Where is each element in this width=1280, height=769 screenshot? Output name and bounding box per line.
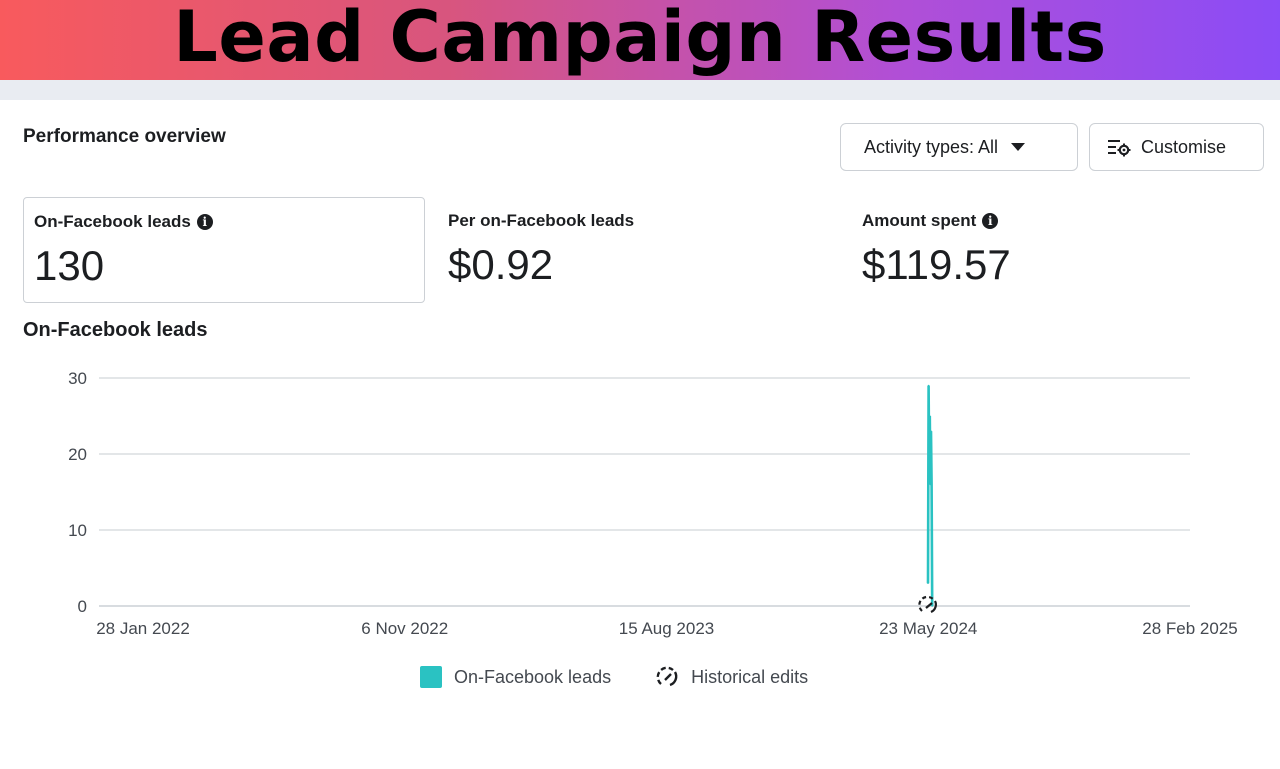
legend-edits-label: Historical edits (691, 666, 809, 687)
activity-types-dropdown[interactable]: Activity types: All (840, 123, 1078, 171)
x-tick-label: 23 May 2024 (879, 619, 977, 638)
banner-title: Lead Campaign Results (173, 0, 1107, 78)
customise-button[interactable]: Customise (1089, 123, 1264, 171)
page-title: Performance overview (23, 126, 226, 147)
historical-edits-icon (655, 666, 681, 688)
legend-swatch (420, 666, 442, 688)
metric-card-leads[interactable]: On-Facebook leads i 130 (23, 197, 425, 303)
y-tick-label: 30 (68, 369, 87, 388)
series-line (926, 385, 934, 607)
leads-chart: 0 10 20 30 28 Jan 2022 6 Nov 2022 15 Aug 2023 2… (68, 369, 1238, 638)
data-point (931, 605, 933, 607)
customise-label: Customise (1141, 136, 1227, 157)
x-tick-label: 28 Jan 2022 (96, 619, 190, 638)
data-point (927, 384, 930, 387)
customise-settings-icon (1107, 137, 1131, 157)
metric-card-amount-spent[interactable]: Amount spent i $119.57 (852, 197, 1232, 303)
y-tick-label: 10 (68, 521, 87, 540)
x-tick-label: 15 Aug 2023 (619, 619, 714, 638)
caret-down-icon (1011, 143, 1026, 151)
info-icon[interactable]: i (982, 213, 999, 229)
legend-leads-label: On-Facebook leads (454, 666, 612, 687)
metric-cpl-label: Per on-Facebook leads (448, 211, 635, 230)
activity-types-label: Activity types: All (864, 136, 999, 157)
y-tick-label: 20 (68, 445, 87, 464)
metric-spent-label: Amount spent (862, 211, 977, 230)
data-point (928, 468, 930, 470)
x-tick-label: 28 Feb 2025 (1142, 619, 1237, 638)
y-tick-label: 0 (78, 597, 87, 616)
data-point (929, 483, 932, 486)
metric-leads-label-row: On-Facebook leads i (34, 212, 213, 232)
historical-edit-marker[interactable] (918, 595, 937, 614)
performance-panel: Performance overview Activity types: All… (0, 100, 1280, 769)
legend-item-leads[interactable]: On-Facebook leads (420, 666, 611, 688)
metric-spent-label-row: Amount spent i (862, 211, 999, 231)
metric-leads-value: 130 (34, 242, 105, 289)
chart-title: On-Facebook leads (23, 319, 208, 341)
data-point (927, 582, 929, 584)
top-strip (0, 80, 1280, 100)
banner: Lead Campaign Results (0, 0, 1280, 80)
metric-leads-label: On-Facebook leads (34, 212, 191, 231)
chart-legend: On-Facebook leads Historical edits (420, 666, 808, 688)
x-tick-label: 6 Nov 2022 (361, 619, 448, 638)
info-icon[interactable]: i (196, 214, 213, 230)
metric-cpl-value: $0.92 (448, 241, 554, 288)
legend-item-historical-edits[interactable]: Historical edits (655, 666, 808, 688)
metric-cpl-label-row: Per on-Facebook leads (448, 211, 634, 231)
data-point (929, 415, 931, 417)
data-point (930, 430, 932, 432)
data-point (930, 483, 933, 486)
metric-spent-value: $119.57 (862, 241, 1011, 288)
metric-card-cost-per-lead[interactable]: Per on-Facebook leads $0.92 (438, 197, 818, 303)
